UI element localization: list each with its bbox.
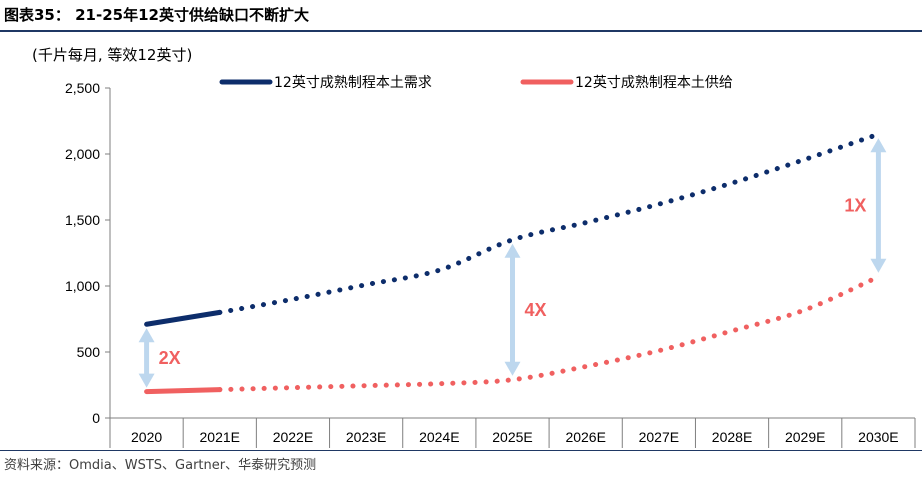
gap-arrow-head-up xyxy=(870,138,887,153)
y-axis: 0 500 1,000 1,500 2,000 2,500 xyxy=(65,80,111,426)
y-tick-label: 1,000 xyxy=(65,278,100,294)
series-forecast-line xyxy=(217,131,881,315)
series-lines xyxy=(144,131,881,395)
gap-arrow xyxy=(138,328,155,388)
gap-label: 1X xyxy=(844,195,866,215)
x-tick-label: 2029E xyxy=(785,429,825,445)
unit-label: (千片每月, 等效12英寸) xyxy=(32,46,193,64)
gap-arrow-head-down xyxy=(504,361,521,376)
source-note: 资料来源：Omdia、WSTS、Gartner、华泰研究预测 xyxy=(4,458,317,473)
gap-arrows xyxy=(138,138,887,388)
y-tick-label: 1,500 xyxy=(65,212,100,228)
gap-arrow xyxy=(504,243,521,376)
gap-label: 2X xyxy=(159,348,181,368)
series xyxy=(144,131,881,327)
y-tick-label: 500 xyxy=(77,344,101,360)
y-tick-label: 0 xyxy=(92,410,100,426)
x-tick-label: 2028E xyxy=(712,429,752,445)
x-tick-label: 2020 xyxy=(131,429,162,445)
x-tick-label: 2026E xyxy=(565,429,605,445)
gap-annotations: 2X 4X 1X xyxy=(159,195,867,367)
legend-label: 12英寸成熟制程本土供给 xyxy=(575,74,733,91)
legend-item: 12英寸成熟制程本土需求 xyxy=(219,74,432,91)
legend-item: 12英寸成熟制程本土供给 xyxy=(520,74,733,91)
y-tick-label: 2,500 xyxy=(65,80,100,96)
gap-arrow-head-down xyxy=(870,258,887,273)
series-solid-line xyxy=(144,309,223,327)
figure-header: 图表35： 21-25年12英寸供给缺口不断扩大 xyxy=(0,0,922,34)
x-tick-label: 2030E xyxy=(858,429,898,445)
x-tick-label: 2023E xyxy=(346,429,386,445)
x-tick-label: 2027E xyxy=(639,429,679,445)
legend: 12英寸成熟制程本土需求 12英寸成熟制程本土供给 xyxy=(219,74,733,91)
series-forecast-line xyxy=(217,274,881,393)
series-solid-line xyxy=(144,387,223,395)
gap-arrow-head-down xyxy=(138,373,155,388)
gap-arrow xyxy=(870,138,887,273)
x-axis: 2020 2021E 2022E 2023E 2024E 2025E 2026E 2027E 2… xyxy=(109,417,916,448)
legend-label: 12英寸成熟制程本土需求 xyxy=(274,74,432,91)
x-tick-label: 2025E xyxy=(492,429,532,445)
x-tick-label: 2022E xyxy=(273,429,313,445)
x-tick-label: 2021E xyxy=(200,429,240,445)
series xyxy=(144,274,881,395)
figure-title: 图表35： 21-25年12英寸供给缺口不断扩大 xyxy=(4,6,309,24)
source-rule xyxy=(0,450,922,451)
gap-arrow-head-up xyxy=(504,243,521,258)
x-tick-label: 2024E xyxy=(419,429,459,445)
y-tick-label: 2,000 xyxy=(65,146,100,162)
gap-arrow-head-up xyxy=(138,328,155,343)
title-rule xyxy=(0,30,922,32)
gap-label: 4X xyxy=(525,300,547,320)
